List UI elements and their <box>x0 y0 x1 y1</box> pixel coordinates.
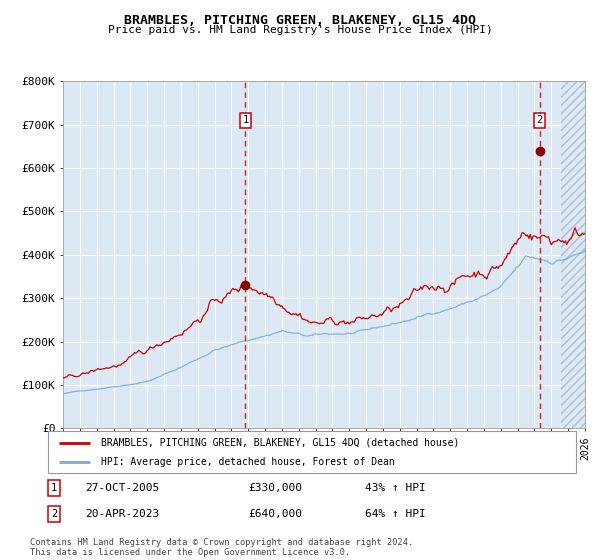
Text: 2: 2 <box>51 509 58 519</box>
Text: 1: 1 <box>51 483 58 493</box>
Text: £640,000: £640,000 <box>248 509 302 519</box>
Text: 27-OCT-2005: 27-OCT-2005 <box>85 483 159 493</box>
Text: BRAMBLES, PITCHING GREEN, BLAKENEY, GL15 4DQ: BRAMBLES, PITCHING GREEN, BLAKENEY, GL15… <box>124 14 476 27</box>
Text: 64% ↑ HPI: 64% ↑ HPI <box>365 509 425 519</box>
Text: HPI: Average price, detached house, Forest of Dean: HPI: Average price, detached house, Fore… <box>101 457 395 467</box>
Text: £330,000: £330,000 <box>248 483 302 493</box>
Text: 43% ↑ HPI: 43% ↑ HPI <box>365 483 425 493</box>
Text: Price paid vs. HM Land Registry's House Price Index (HPI): Price paid vs. HM Land Registry's House … <box>107 25 493 35</box>
Text: Contains HM Land Registry data © Crown copyright and database right 2024.
This d: Contains HM Land Registry data © Crown c… <box>30 538 413 557</box>
FancyBboxPatch shape <box>48 431 576 473</box>
Text: BRAMBLES, PITCHING GREEN, BLAKENEY, GL15 4DQ (detached house): BRAMBLES, PITCHING GREEN, BLAKENEY, GL15… <box>101 437 459 447</box>
Text: 1: 1 <box>242 115 248 125</box>
Text: 20-APR-2023: 20-APR-2023 <box>85 509 159 519</box>
Text: 2: 2 <box>536 115 542 125</box>
